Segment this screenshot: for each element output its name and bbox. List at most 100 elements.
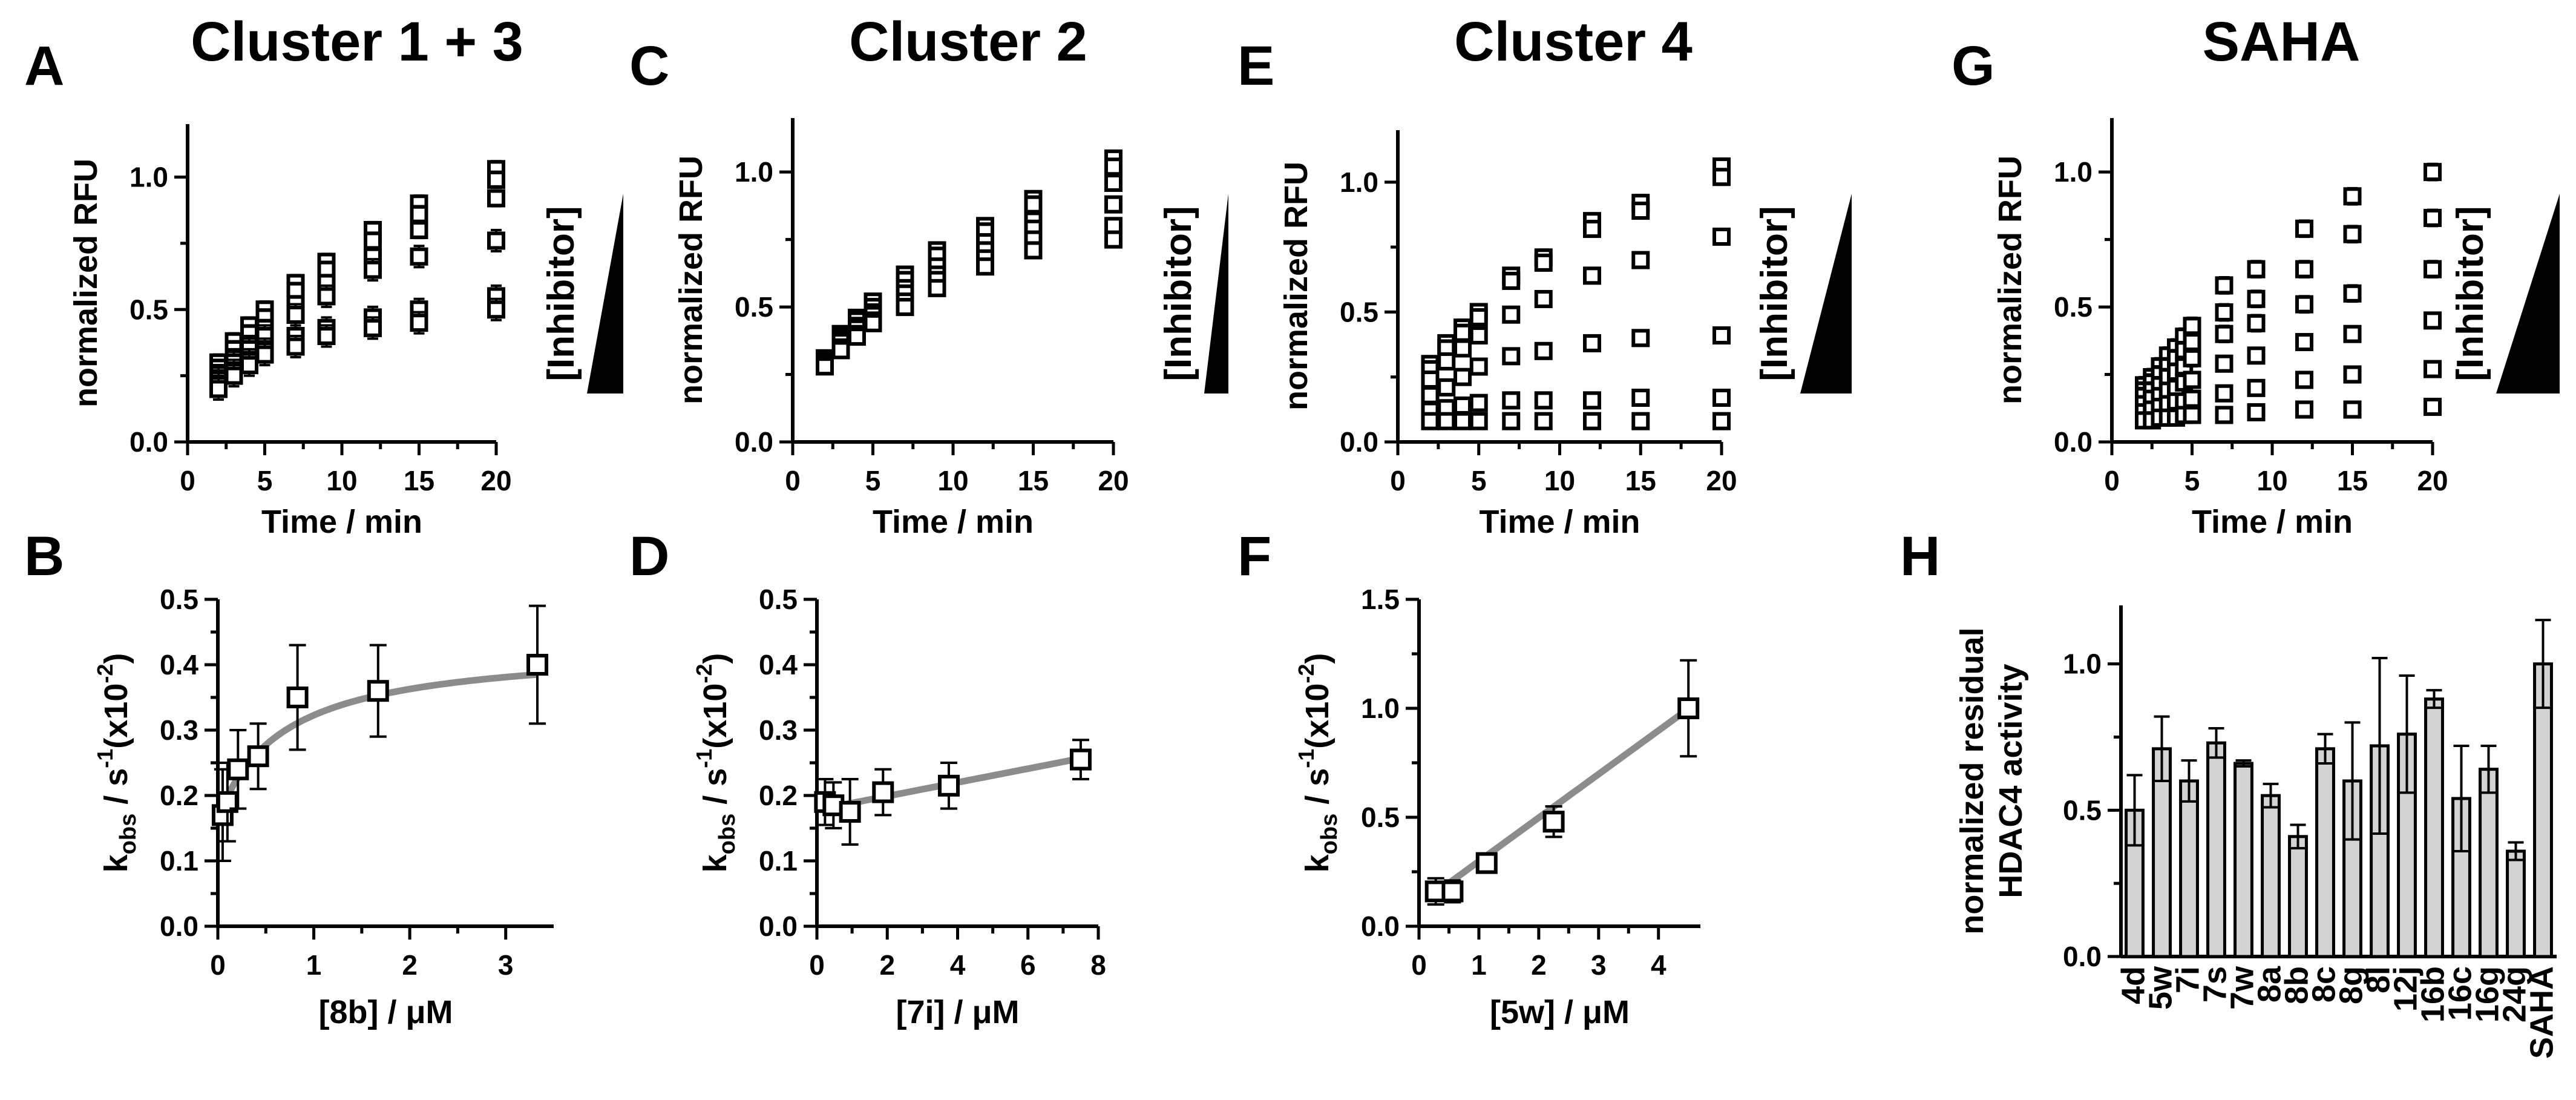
y-tick-label: 0.4 (759, 649, 798, 680)
data-point (2295, 371, 2313, 389)
inhibitor-label: [Inhibitor] (1158, 206, 1199, 381)
data-point (2295, 219, 2313, 238)
data-point (1454, 323, 1472, 342)
y-tick-label: 0.5 (2063, 794, 2102, 826)
data-point (2183, 333, 2201, 352)
x-tick-label: 0 (1411, 949, 1427, 981)
data-point (2343, 400, 2362, 419)
y-tick-label: 0.5 (735, 291, 773, 323)
data-point (364, 260, 382, 279)
data-point (1469, 326, 1488, 345)
category-label: 7w (2224, 966, 2261, 1010)
data-point (2343, 187, 2362, 206)
x-tick-label: 1 (1471, 949, 1487, 981)
category-label: 8l (2361, 966, 2397, 993)
category-label: 16b (2415, 966, 2451, 1023)
data-point (1542, 811, 1565, 833)
category-label: 8c (2306, 966, 2342, 1003)
data-point (2215, 303, 2234, 321)
y-axis-label: normalized residualHDAC4 activity (1954, 627, 2029, 934)
data-point (864, 314, 882, 332)
x-tick-label: 3 (498, 949, 514, 981)
panel-F: F 0 1 2 3 4 0.0 0.5 1.0 1.5 [5w] / μM kobs / s-1(x1… (1237, 525, 1700, 1030)
data-point (1712, 227, 1731, 246)
bar-SAHA (2533, 662, 2553, 958)
inhibitor-label: [Inhibitor] (1754, 206, 1795, 381)
y-tick-label: 1.0 (2063, 648, 2102, 680)
data-point (2343, 284, 2362, 303)
data-point (1712, 326, 1731, 345)
data-point (1475, 852, 1498, 874)
data-point (1583, 266, 1601, 285)
panel-C: C Cluster 2 0 5 10 15 20 0.0 0.5 1.0 Time / min nor… (629, 11, 1228, 540)
x-tick-label: 15 (1018, 465, 1049, 496)
bar-16b (2424, 697, 2444, 958)
data-point (1534, 391, 1553, 410)
y-axis-label-part: -1 (692, 749, 716, 768)
x-tick-label: 1 (306, 949, 322, 981)
y-tick-label: 1.0 (1361, 693, 1400, 724)
panel-letter: C (629, 35, 669, 97)
x-tick-label: 10 (326, 465, 357, 496)
data-point (1437, 352, 1456, 371)
y-axis-label-part: ) (1299, 653, 1336, 664)
data-point (364, 318, 382, 337)
data-point (1421, 386, 1440, 404)
data-point (1469, 412, 1488, 430)
y-tick-label: 1.0 (2054, 156, 2093, 188)
bar-8c (2315, 747, 2335, 958)
data-point (1502, 305, 1521, 324)
panel-letter: B (24, 525, 64, 587)
data-point (1631, 251, 1650, 269)
data-point (410, 314, 428, 332)
inhibitor-label: [Inhibitor] (2450, 206, 2491, 381)
y-axis-label-part: obs (116, 814, 141, 855)
y-tick-label: 1.5 (1361, 584, 1400, 615)
x-tick-label: 5 (2184, 465, 2200, 496)
data-point (1712, 168, 1731, 186)
x-tick-label: 15 (1625, 465, 1656, 496)
data-point (2215, 384, 2234, 403)
data-point (2424, 398, 2442, 417)
data-point (2247, 289, 2266, 308)
y-tick-label: 0.0 (2054, 426, 2093, 458)
data-point (1631, 329, 1650, 347)
data-point (2343, 225, 2362, 243)
data-point (1454, 367, 1472, 386)
bar-16g (2479, 768, 2499, 958)
y-axis-label-part: (x10 (98, 683, 134, 749)
data-point (1469, 357, 1488, 376)
panel-B: B 0 1 2 3 0.0 0.1 0.2 0.3 0.4 0.5 [8b] / μM kobs / s… (24, 525, 554, 1030)
x-tick-label: 4 (1651, 949, 1667, 981)
category-label: 12j (2388, 966, 2424, 1012)
data-point (487, 231, 505, 250)
data-point (2215, 354, 2234, 373)
data-point (1469, 308, 1488, 326)
x-tick-label: 2 (1531, 949, 1547, 981)
x-tick-label: 0 (785, 465, 801, 496)
data-point (487, 300, 505, 319)
fit-curve (1434, 706, 1691, 896)
data-point (2183, 389, 2201, 408)
bar-7s (2206, 741, 2226, 958)
y-tick-label: 0.0 (129, 426, 168, 458)
y-axis-label-part: ) (697, 653, 733, 664)
data-point (1631, 202, 1650, 220)
data-point (2183, 317, 2201, 335)
panel-G: G SAHA 0 5 10 15 20 0.0 0.5 1.0 Time / min normaliz… (1952, 11, 2560, 540)
y-axis-label-line2: HDAC4 activity (1993, 664, 2029, 898)
x-tick-label: 0 (2104, 465, 2120, 496)
x-tick-label: 5 (865, 465, 881, 496)
data-point (1534, 289, 1553, 308)
data-point (2424, 311, 2442, 330)
x-tick-label: 10 (1544, 465, 1575, 496)
y-tick-label: 0.2 (160, 780, 198, 811)
y-axis-label-part: -1 (93, 749, 117, 768)
data-point (2247, 260, 2266, 278)
y-axis-label-part: / s (1299, 768, 1336, 814)
data-point (1454, 412, 1472, 430)
data-point (240, 356, 258, 375)
y-tick-label: 0.5 (129, 294, 168, 325)
y-axis-label: normalized RFU (1992, 156, 2028, 404)
data-point (1024, 241, 1043, 260)
